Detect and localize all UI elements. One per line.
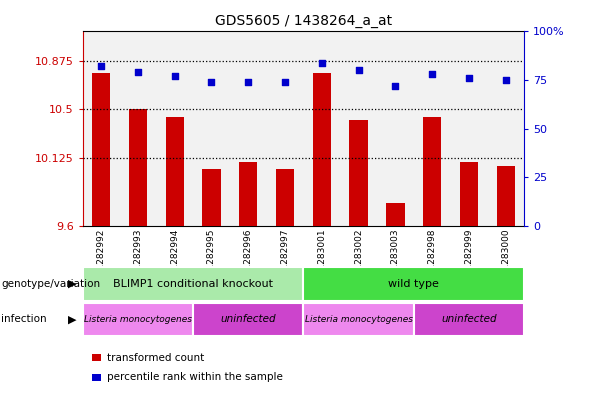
Point [170,73,180,79]
Text: percentile rank within the sample: percentile rank within the sample [107,372,283,382]
Bar [487,31,524,226]
Bar [303,31,340,226]
Text: genotype/variation: genotype/variation [1,279,101,289]
Bar [497,166,515,226]
Bar [230,31,267,226]
Bar [91,374,101,381]
Point [464,75,474,81]
Bar [83,31,120,226]
Bar [156,31,193,226]
Bar [386,203,405,226]
Point [96,63,106,70]
Bar [340,31,377,226]
Bar [129,109,147,226]
Bar [313,73,331,226]
Point [317,59,327,66]
Bar [267,31,303,226]
Text: transformed count: transformed count [107,353,204,363]
Bar [303,267,524,301]
Bar [202,169,221,226]
Text: wild type: wild type [389,279,439,289]
Bar [156,31,193,226]
Bar [193,31,230,226]
Bar [303,303,414,336]
Bar [120,31,156,226]
Bar [193,303,303,336]
Point [390,83,400,89]
Bar [120,31,156,226]
Point [243,79,253,85]
Bar [91,354,101,361]
Bar [487,31,524,226]
Bar [349,119,368,226]
Bar [276,169,294,226]
Bar [340,31,377,226]
Bar [451,31,487,226]
Point [501,77,511,83]
Bar [239,162,257,226]
Text: uninfected: uninfected [441,314,497,324]
Text: infection: infection [1,314,47,324]
Text: BLIMP1 conditional knockout: BLIMP1 conditional knockout [113,279,273,289]
Bar [303,31,340,226]
Bar [423,117,441,226]
Bar [414,31,451,226]
Bar [92,73,110,226]
Bar [377,31,414,226]
Text: ▶: ▶ [68,279,77,289]
Bar [193,31,230,226]
Point [354,67,364,73]
Point [280,79,290,85]
Bar [451,31,487,226]
Text: uninfected: uninfected [221,314,276,324]
Title: GDS5605 / 1438264_a_at: GDS5605 / 1438264_a_at [215,14,392,28]
Point [207,79,216,85]
Bar [83,267,303,301]
Bar [166,117,184,226]
Point [133,69,143,75]
Bar [414,303,524,336]
Point [427,71,437,77]
Text: Listeria monocytogenes: Listeria monocytogenes [305,315,413,324]
Bar [377,31,414,226]
Bar [460,162,478,226]
Bar [267,31,303,226]
Bar [414,31,451,226]
Text: Listeria monocytogenes: Listeria monocytogenes [84,315,192,324]
Text: ▶: ▶ [68,314,77,324]
Bar [83,31,120,226]
Bar [83,303,193,336]
Bar [230,31,267,226]
